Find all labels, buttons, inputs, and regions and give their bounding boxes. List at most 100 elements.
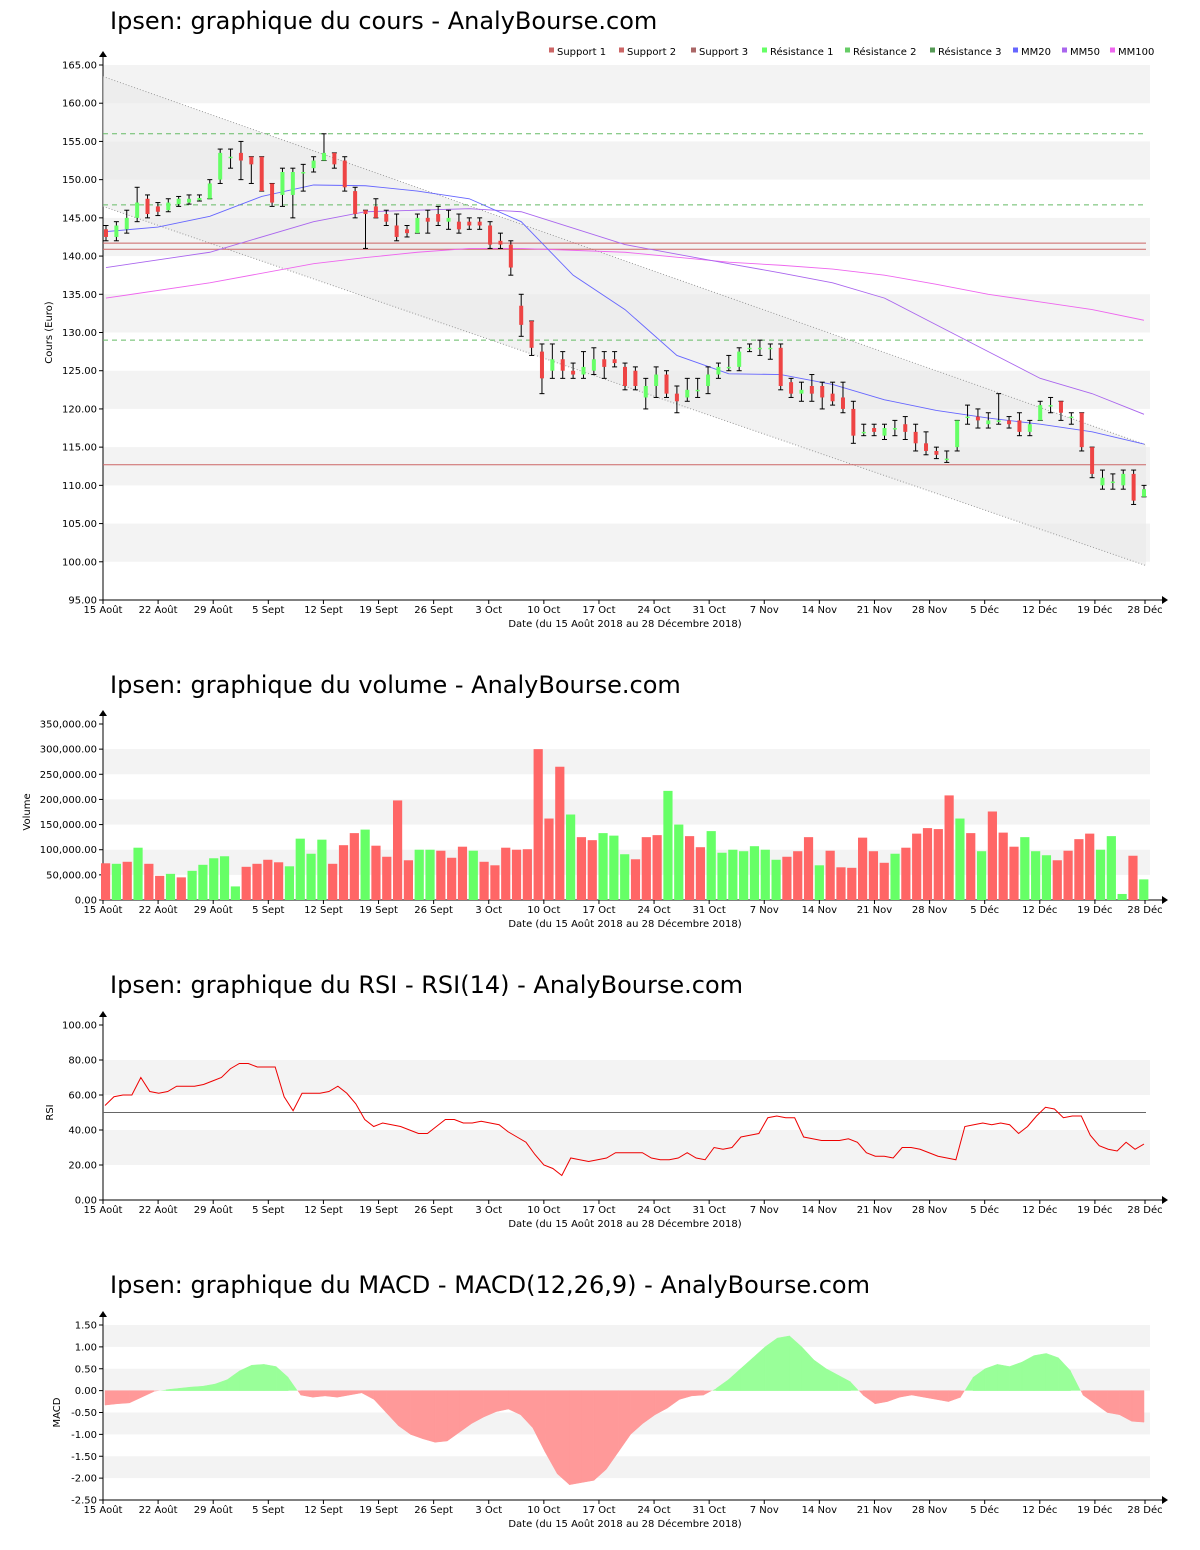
macd-area: [288, 1377, 298, 1391]
legend-swatch: [1062, 47, 1067, 53]
macd-area: [434, 1390, 448, 1443]
x-tick-label: 31 Oct: [693, 1205, 726, 1216]
y-tick-label: 0.50: [75, 1364, 97, 1375]
y-axis-arrow: [99, 1311, 107, 1317]
y-tick-label: 165.00: [62, 61, 97, 72]
candle: [166, 202, 171, 211]
volume-bar: [695, 847, 705, 900]
y-tick-label: 350,000.00: [40, 720, 97, 731]
volume-bar: [219, 856, 230, 900]
grid-band: [103, 1325, 1150, 1347]
candle: [1131, 473, 1136, 501]
x-tick-label: 5 Sept: [252, 905, 284, 916]
x-tick-label: 31 Oct: [693, 605, 726, 616]
y-tick-label: 1.00: [75, 1342, 97, 1353]
volume-bar: [922, 828, 933, 900]
candle: [301, 172, 306, 174]
macd-area: [1058, 1357, 1071, 1391]
grid-band: [103, 1130, 1150, 1165]
channel-lower-line: [102, 205, 1147, 567]
volume-bar: [771, 859, 781, 900]
x-tick-label: 19 Déc: [1077, 1204, 1112, 1216]
y-tick-label: -2.00: [71, 1474, 97, 1485]
candle: [207, 183, 212, 199]
y-tick-label: 95.00: [68, 596, 97, 607]
candle: [1048, 405, 1053, 407]
macd-area: [324, 1390, 338, 1398]
volume-bar: [155, 875, 165, 900]
macd-area: [667, 1390, 680, 1409]
x-tick-label: 17 Oct: [582, 905, 615, 916]
x-tick-label: 19 Déc: [1077, 904, 1112, 916]
candle: [467, 221, 472, 226]
volume-bar: [566, 814, 576, 900]
x-axis-title: Date (du 15 Août 2018 au 28 Décembre 201…: [508, 1218, 741, 1230]
macd-area: [703, 1390, 713, 1395]
macd-chart-title: Ipsen: graphique du MACD - MACD(12,26,9)…: [110, 1271, 870, 1299]
x-tick-label: 29 Août: [194, 1204, 233, 1216]
volume-chart: 0.00 50,000.00 100,000.00 150,000.00 200,000…: [22, 710, 1168, 930]
volume-bar: [533, 749, 543, 900]
volume-bar: [1128, 855, 1138, 900]
volume-bar: [1095, 849, 1106, 900]
y-tick-label: 150,000.00: [40, 820, 97, 831]
candle: [560, 359, 565, 371]
volume-bar: [728, 849, 738, 900]
volume-chart-title: Ipsen: graphique du volume - AnalyBourse…: [110, 671, 681, 699]
x-tick-label: 28 Nov: [912, 1505, 948, 1516]
volume-bar: [1020, 837, 1030, 900]
volume-bar: [392, 800, 403, 900]
candle: [1007, 420, 1012, 425]
macd-area: [495, 1390, 509, 1412]
candle: [591, 359, 596, 371]
grid-band: [103, 1456, 1150, 1479]
volume-bar: [933, 829, 943, 900]
volume-bar: [133, 847, 143, 900]
macd-area: [777, 1335, 790, 1391]
volume-bar: [544, 818, 554, 900]
x-axis-arrow: [1162, 596, 1168, 604]
macd-chart: -2.50 -2.00 -1.50 -1.00 -0.50 0.00 0.50 1.00 1.5…: [52, 1311, 1168, 1530]
candle: [1110, 481, 1115, 484]
candle: [415, 217, 420, 234]
candle: [820, 386, 825, 398]
mm20-line: [105, 184, 1145, 445]
volume-bar: [966, 833, 976, 900]
candle: [726, 366, 731, 369]
volume-bar: [793, 851, 803, 900]
volume-bar: [890, 853, 900, 900]
volume-bar: [814, 865, 824, 900]
volume-bar: [501, 847, 511, 900]
volume-bar: [879, 862, 889, 900]
candle: [539, 351, 544, 379]
x-tick-label: 3 Oct: [475, 605, 502, 616]
volume-bar: [976, 851, 987, 900]
volume-bar: [782, 856, 792, 900]
x-tick-label: 29 Août: [194, 904, 233, 916]
legend-swatch: [762, 47, 767, 53]
y-tick-label: 160.00: [62, 99, 97, 110]
x-tick-label: 28 Nov: [912, 605, 948, 616]
volume-bar: [490, 865, 500, 900]
candle: [145, 198, 150, 215]
x-tick-label: 24 Oct: [637, 1205, 670, 1216]
candle: [664, 374, 669, 394]
x-tick-label: 5 Déc: [970, 604, 999, 616]
y-tick-label: 155.00: [62, 137, 97, 148]
volume-bar: [998, 832, 1008, 900]
candle: [1121, 473, 1126, 486]
macd-area: [297, 1390, 301, 1395]
macd-area: [654, 1390, 668, 1416]
x-tick-label: 29 Août: [194, 604, 233, 616]
volume-bar: [663, 790, 673, 900]
x-tick-label: 28 Déc: [1127, 1204, 1162, 1216]
volume-bar: [912, 833, 922, 900]
mm50-line: [105, 208, 1145, 415]
candle: [1017, 420, 1022, 432]
x-tick-label: 14 Nov: [802, 1205, 838, 1216]
volume-bar: [739, 851, 749, 900]
x-tick-label: 12 Sept: [304, 1505, 343, 1516]
volume-bar: [165, 873, 176, 900]
candle: [135, 202, 140, 218]
macd-area: [984, 1364, 998, 1391]
